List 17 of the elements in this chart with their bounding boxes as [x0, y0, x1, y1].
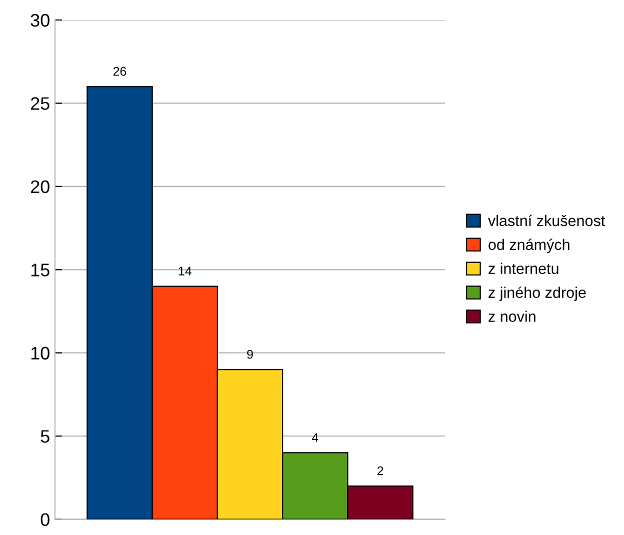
y-tick-label: 25: [30, 97, 50, 110]
y-tick-label: 5: [40, 430, 50, 443]
data-label: 9: [247, 350, 253, 359]
data-label: 14: [178, 266, 192, 276]
legend-label: vlastní zkušenost: [488, 214, 606, 226]
legend-label: z internetu: [488, 262, 558, 274]
y-tick-label: 0: [40, 513, 50, 526]
y-tick-label: 30: [30, 14, 50, 27]
y-tick-label: 15: [31, 264, 50, 276]
y-tick-label: 20: [30, 180, 50, 194]
data-label: 2: [377, 466, 384, 476]
legend-label: z jiného zdroje: [488, 286, 586, 301]
legend-label: z novin: [488, 310, 536, 322]
legend-label: od známých: [488, 238, 570, 254]
y-tick-label: 10: [31, 346, 50, 360]
data-label: 4: [312, 433, 318, 442]
data-label: 26: [113, 66, 126, 76]
